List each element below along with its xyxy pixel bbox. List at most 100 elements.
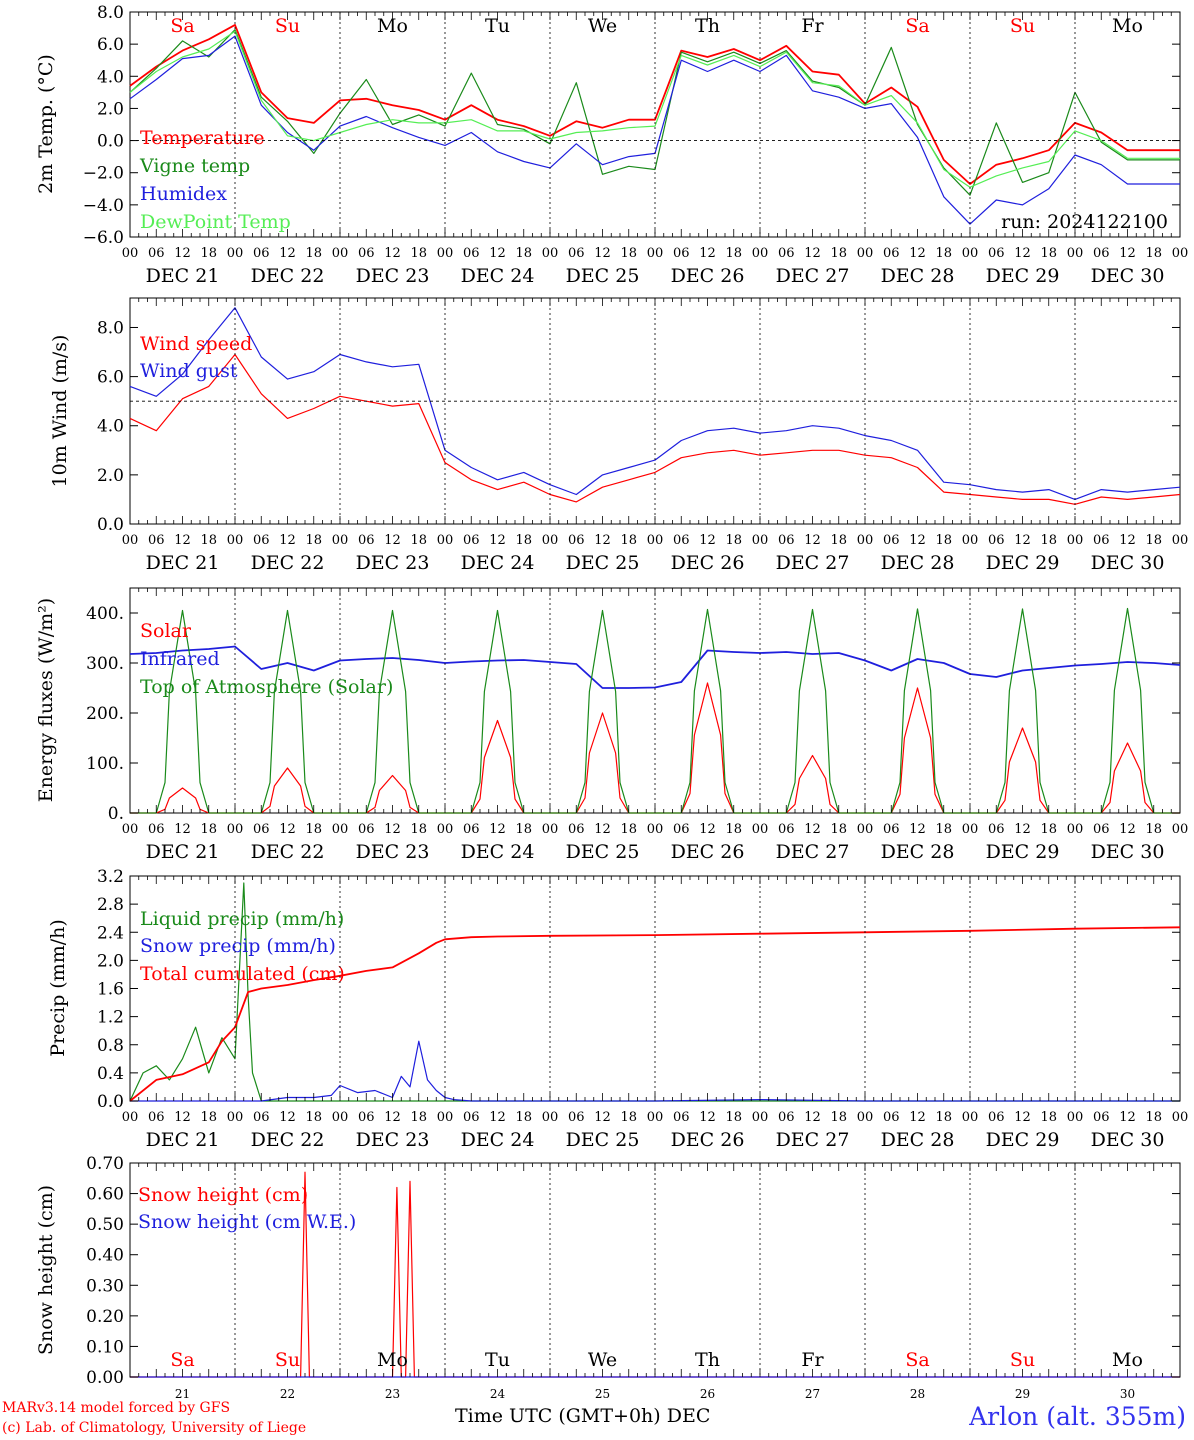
- y-tick-label: 2.4: [97, 923, 124, 943]
- hour-tick-label: 06: [358, 533, 375, 548]
- hour-tick-label: 06: [148, 1110, 165, 1125]
- date-label: DEC 23: [356, 841, 430, 863]
- date-label: DEC 28: [881, 1129, 955, 1151]
- wind-panel: 10m Wind (m/s) Wind speed Wind gust 8.0 6…: [49, 297, 1188, 574]
- date-label: DEC 26: [671, 841, 745, 863]
- legend-wind-gust: Wind gust: [140, 360, 238, 382]
- hour-tick-label: 12: [804, 246, 821, 261]
- hour-tick-label: 00: [1067, 822, 1084, 837]
- day-number-label: 22: [280, 1387, 295, 1401]
- y-tick-label: 400.: [86, 604, 124, 624]
- temp-series-temperature: [129, 24, 1180, 185]
- date-label: DEC 24: [461, 552, 535, 574]
- hour-tick-label: 18: [830, 533, 847, 548]
- energy-axis-label: Energy fluxes (W/m²): [35, 598, 57, 802]
- hour-tick-label: 00: [227, 533, 244, 548]
- snow-series-snow-height-cm: [130, 1171, 1180, 1378]
- hour-tick-label: 06: [568, 822, 585, 837]
- date-label: DEC 24: [461, 1129, 535, 1151]
- hour-tick-label: 12: [909, 1110, 926, 1125]
- hour-tick-label: 18: [935, 822, 952, 837]
- date-label: DEC 27: [776, 1129, 850, 1151]
- weekday-label: Su: [1010, 15, 1035, 37]
- hour-tick-label: 00: [752, 533, 769, 548]
- date-label: DEC 21: [146, 1129, 220, 1151]
- hour-tick-label: 06: [883, 822, 900, 837]
- hour-tick-label: 12: [279, 822, 296, 837]
- hour-tick-label: 18: [935, 246, 952, 261]
- date-label: DEC 22: [251, 841, 325, 863]
- temperature-legend: Temperature Vigne temp Humidex DewPoint …: [139, 127, 291, 233]
- date-label: DEC 26: [671, 1129, 745, 1151]
- hour-tick-label: 06: [148, 822, 165, 837]
- hour-tick-label: 18: [410, 822, 427, 837]
- legend-dewpoint-temp: DewPoint Temp: [140, 211, 291, 233]
- hour-tick-label: 00: [332, 822, 349, 837]
- y-tick-label: 0.00: [86, 1368, 124, 1388]
- hour-tick-label: 18: [515, 822, 532, 837]
- y-tick-label: 8.0: [97, 3, 124, 23]
- hour-tick-label: 18: [935, 533, 952, 548]
- hour-tick-label: 18: [1040, 246, 1057, 261]
- day-number-label: 28: [910, 1387, 925, 1401]
- hour-tick-label: 06: [358, 1110, 375, 1125]
- hour-tick-label: 00: [647, 1110, 664, 1125]
- lab-credit: (c) Lab. of Climatology, University of L…: [2, 1420, 307, 1436]
- hour-tick-label: 00: [752, 822, 769, 837]
- y-tick-label: 4.0: [97, 67, 124, 87]
- weekday-label: Mo: [377, 15, 408, 37]
- day-number-label: 25: [595, 1387, 610, 1401]
- date-label: DEC 22: [251, 265, 325, 287]
- hour-tick-label: 06: [883, 246, 900, 261]
- hour-tick-label: 18: [725, 822, 742, 837]
- hour-tick-label: 12: [594, 822, 611, 837]
- precip-panel: Precip (mm/h) Liquid precip (mm/h) Snow …: [47, 867, 1188, 1151]
- hour-tick-label: 00: [1172, 246, 1189, 261]
- snow-legend: Snow height (cm) Snow height (cm W.E.): [138, 1184, 356, 1233]
- hour-tick-label: 18: [515, 246, 532, 261]
- legend-temperature: Temperature: [140, 127, 264, 149]
- hour-tick-label: 18: [200, 246, 217, 261]
- hour-tick-label: 18: [515, 533, 532, 548]
- hour-tick-label: 00: [1172, 822, 1189, 837]
- y-tick-label: 1.2: [97, 1008, 124, 1028]
- hour-tick-label: 06: [1093, 533, 1110, 548]
- y-tick-label: 3.2: [97, 867, 124, 887]
- wind-axis-label: 10m Wind (m/s): [49, 335, 71, 488]
- hour-tick-label: 06: [463, 246, 480, 261]
- snow-panel: Snow height (cm) Snow height (cm) Snow h…: [35, 1154, 1181, 1401]
- hour-tick-label: 18: [725, 533, 742, 548]
- temp-series-dewpoint-temp: [129, 30, 1180, 188]
- weekday-label: Fr: [801, 1349, 824, 1371]
- hour-tick-label: 00: [857, 1110, 874, 1125]
- wind-legend: Wind speed Wind gust: [140, 333, 252, 382]
- hour-tick-label: 18: [1145, 822, 1162, 837]
- date-label: DEC 27: [776, 841, 850, 863]
- legend-liquid-precip: Liquid precip (mm/h): [140, 908, 344, 930]
- day-number-label: 23: [385, 1387, 400, 1401]
- date-label: DEC 30: [1091, 552, 1165, 574]
- date-label: DEC 24: [461, 265, 535, 287]
- y-tick-label: 6.0: [97, 368, 124, 388]
- y-tick-label: −2.0: [83, 164, 124, 184]
- hour-tick-label: 12: [594, 246, 611, 261]
- date-label: DEC 27: [776, 265, 850, 287]
- hour-tick-label: 00: [122, 246, 139, 261]
- date-label: DEC 23: [356, 1129, 430, 1151]
- hour-tick-label: 06: [778, 822, 795, 837]
- energy-series-infrared: [129, 645, 1181, 689]
- precip-axis-label: Precip (mm/h): [47, 919, 69, 1057]
- y-tick-label: 2.0: [97, 99, 124, 119]
- energy-legend: Solar Infrared Top of Atmosphere (Solar): [140, 620, 393, 698]
- hour-tick-label: 12: [804, 1110, 821, 1125]
- date-label: DEC 22: [251, 552, 325, 574]
- hour-tick-label: 18: [1145, 1110, 1162, 1125]
- weekday-label: We: [588, 1349, 617, 1371]
- hour-tick-label: 06: [1093, 246, 1110, 261]
- hour-tick-label: 06: [673, 822, 690, 837]
- hour-tick-label: 18: [830, 246, 847, 261]
- legend-wind-speed: Wind speed: [140, 333, 252, 355]
- run-label: run: 2024122100: [1001, 211, 1168, 233]
- hour-tick-label: 18: [830, 1110, 847, 1125]
- hour-tick-label: 18: [305, 533, 322, 548]
